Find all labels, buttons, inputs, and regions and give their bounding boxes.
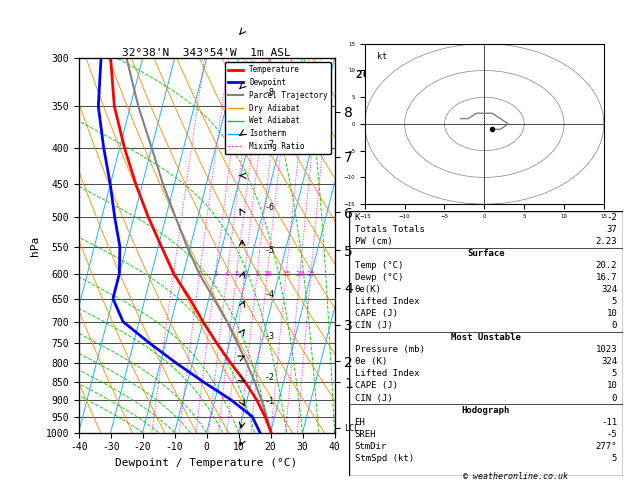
Text: Temp (°C): Temp (°C) bbox=[355, 261, 403, 270]
Legend: Temperature, Dewpoint, Parcel Trajectory, Dry Adiabat, Wet Adiabat, Isotherm, Mi: Temperature, Dewpoint, Parcel Trajectory… bbox=[225, 62, 331, 154]
Text: 324: 324 bbox=[601, 285, 617, 294]
Text: -1: -1 bbox=[264, 397, 274, 406]
Text: 1: 1 bbox=[172, 271, 175, 277]
X-axis label: Dewpoint / Temperature (°C): Dewpoint / Temperature (°C) bbox=[116, 458, 298, 468]
Text: 5: 5 bbox=[235, 271, 239, 277]
Text: -5: -5 bbox=[264, 246, 274, 255]
Text: -2: -2 bbox=[606, 213, 617, 222]
Text: 277°: 277° bbox=[596, 442, 617, 451]
Text: -4: -4 bbox=[264, 290, 274, 298]
Text: 5: 5 bbox=[612, 454, 617, 463]
Text: kt: kt bbox=[377, 52, 387, 61]
Text: -8: -8 bbox=[264, 88, 274, 97]
Text: 20: 20 bbox=[296, 271, 304, 277]
Text: 26.05.2024  21GMT (Base: 18): 26.05.2024 21GMT (Base: 18) bbox=[356, 69, 545, 80]
Text: EH: EH bbox=[355, 417, 365, 427]
Text: -6: -6 bbox=[264, 203, 274, 212]
Text: 10: 10 bbox=[606, 309, 617, 318]
Text: 1023: 1023 bbox=[596, 346, 617, 354]
Text: 20.2: 20.2 bbox=[596, 261, 617, 270]
Text: 4: 4 bbox=[225, 271, 230, 277]
Text: 15: 15 bbox=[282, 271, 291, 277]
Text: -7: -7 bbox=[264, 140, 274, 149]
Text: 0: 0 bbox=[612, 321, 617, 330]
Title: 32°38'N  343°54'W  1m ASL: 32°38'N 343°54'W 1m ASL bbox=[122, 48, 291, 57]
Text: CIN (J): CIN (J) bbox=[355, 321, 392, 330]
Text: 0: 0 bbox=[612, 394, 617, 402]
Text: 16.7: 16.7 bbox=[596, 273, 617, 282]
Text: Hodograph: Hodograph bbox=[462, 405, 510, 415]
Text: Lifted Index: Lifted Index bbox=[355, 297, 419, 306]
Text: -2: -2 bbox=[264, 373, 274, 382]
Text: 2: 2 bbox=[198, 271, 201, 277]
Text: Dewp (°C): Dewp (°C) bbox=[355, 273, 403, 282]
Text: 10: 10 bbox=[263, 271, 272, 277]
Text: PW (cm): PW (cm) bbox=[355, 237, 392, 246]
Text: 25: 25 bbox=[306, 271, 315, 277]
Text: 10: 10 bbox=[606, 382, 617, 390]
Text: θe(K): θe(K) bbox=[355, 285, 381, 294]
Text: CAPE (J): CAPE (J) bbox=[355, 309, 398, 318]
Text: 5: 5 bbox=[612, 369, 617, 379]
Text: 3: 3 bbox=[213, 271, 218, 277]
Text: StmSpd (kt): StmSpd (kt) bbox=[355, 454, 414, 463]
Text: 2.23: 2.23 bbox=[596, 237, 617, 246]
Text: 324: 324 bbox=[601, 357, 617, 366]
Text: CAPE (J): CAPE (J) bbox=[355, 382, 398, 390]
Text: Pressure (mb): Pressure (mb) bbox=[355, 346, 425, 354]
Text: 8: 8 bbox=[255, 271, 259, 277]
Text: 5: 5 bbox=[612, 297, 617, 306]
Text: -3: -3 bbox=[264, 331, 274, 341]
Text: Lifted Index: Lifted Index bbox=[355, 369, 419, 379]
Text: CIN (J): CIN (J) bbox=[355, 394, 392, 402]
Text: Totals Totals: Totals Totals bbox=[355, 225, 425, 234]
Text: Most Unstable: Most Unstable bbox=[451, 333, 521, 342]
Y-axis label: hPa: hPa bbox=[30, 235, 40, 256]
Text: 6: 6 bbox=[242, 271, 247, 277]
Text: -11: -11 bbox=[601, 417, 617, 427]
Text: StmDir: StmDir bbox=[355, 442, 387, 451]
Text: 37: 37 bbox=[606, 225, 617, 234]
Text: © weatheronline.co.uk: © weatheronline.co.uk bbox=[464, 472, 568, 481]
Text: K: K bbox=[355, 213, 360, 222]
Text: Surface: Surface bbox=[467, 249, 504, 258]
Text: SREH: SREH bbox=[355, 430, 376, 439]
Text: -5: -5 bbox=[606, 430, 617, 439]
Text: θe (K): θe (K) bbox=[355, 357, 387, 366]
